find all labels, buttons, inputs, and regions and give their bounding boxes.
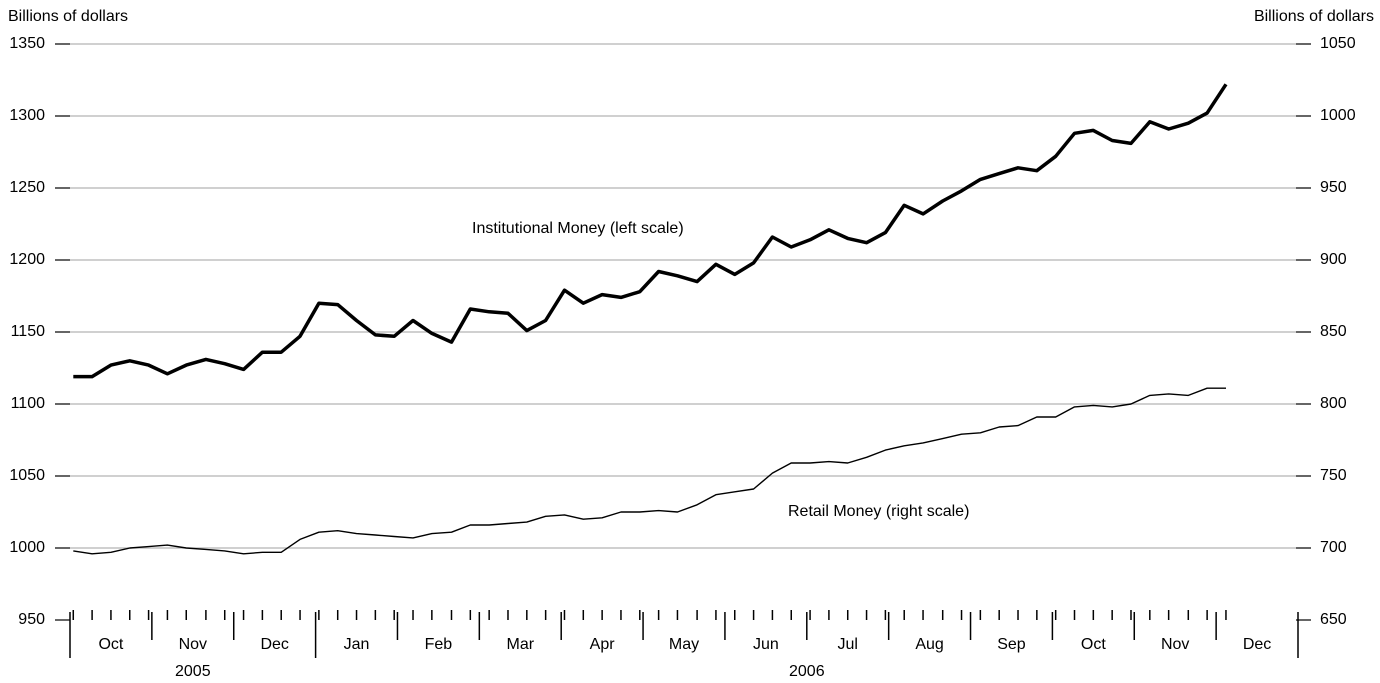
- y-tick-label: 1300: [9, 107, 45, 124]
- x-tick-label: Jun: [753, 636, 779, 653]
- y2-axis-title: Billions of dollars: [1254, 8, 1374, 25]
- y-tick-label: 1000: [9, 539, 45, 556]
- series-line: [73, 83, 1228, 379]
- y2-tick-label: 1000: [1320, 107, 1356, 124]
- x-tick-label: Apr: [590, 636, 616, 653]
- y-tick-label: 1150: [11, 323, 46, 340]
- x-tick-label: Nov: [179, 636, 207, 653]
- x-group-label: 2005: [175, 663, 211, 680]
- y2-tick-label: 800: [1320, 395, 1347, 412]
- x-tick-label: Aug: [915, 636, 943, 653]
- y2-tick-label: 850: [1320, 323, 1347, 340]
- y-tick-label: 1350: [9, 35, 45, 52]
- x-tick-label: Oct: [98, 636, 123, 653]
- series-annotation: Retail Money (right scale): [788, 503, 969, 520]
- x-tick-label: Mar: [506, 636, 534, 653]
- y2-tick-label: 1050: [1320, 35, 1356, 52]
- y2-tick-label: 950: [1320, 179, 1347, 196]
- y2-tick-label: 900: [1320, 251, 1347, 268]
- x-tick-label: Jan: [344, 636, 370, 653]
- y-tick-label: 1200: [9, 251, 45, 268]
- series-annotation: Institutional Money (left scale): [472, 220, 684, 237]
- x-tick-label: Sep: [997, 636, 1026, 653]
- y-tick-label: 1250: [9, 179, 45, 196]
- x-tick-label: Nov: [1161, 636, 1189, 653]
- x-tick-label: Feb: [425, 636, 453, 653]
- series-line: [73, 387, 1226, 555]
- y2-tick-label: 750: [1320, 467, 1347, 484]
- y2-tick-label: 700: [1320, 539, 1347, 556]
- x-tick-label: Dec: [1243, 636, 1271, 653]
- y-tick-label: 1100: [11, 395, 46, 412]
- y-axis-title: Billions of dollars: [8, 8, 128, 25]
- y2-tick-label: 650: [1320, 611, 1347, 628]
- y-tick-label: 1050: [9, 467, 45, 484]
- x-group-label: 2006: [789, 663, 825, 680]
- x-tick-label: May: [669, 636, 699, 653]
- x-tick-label: Jul: [838, 636, 858, 653]
- x-tick-label: Oct: [1081, 636, 1106, 653]
- x-tick-label: Dec: [260, 636, 288, 653]
- y-tick-label: 950: [18, 611, 45, 628]
